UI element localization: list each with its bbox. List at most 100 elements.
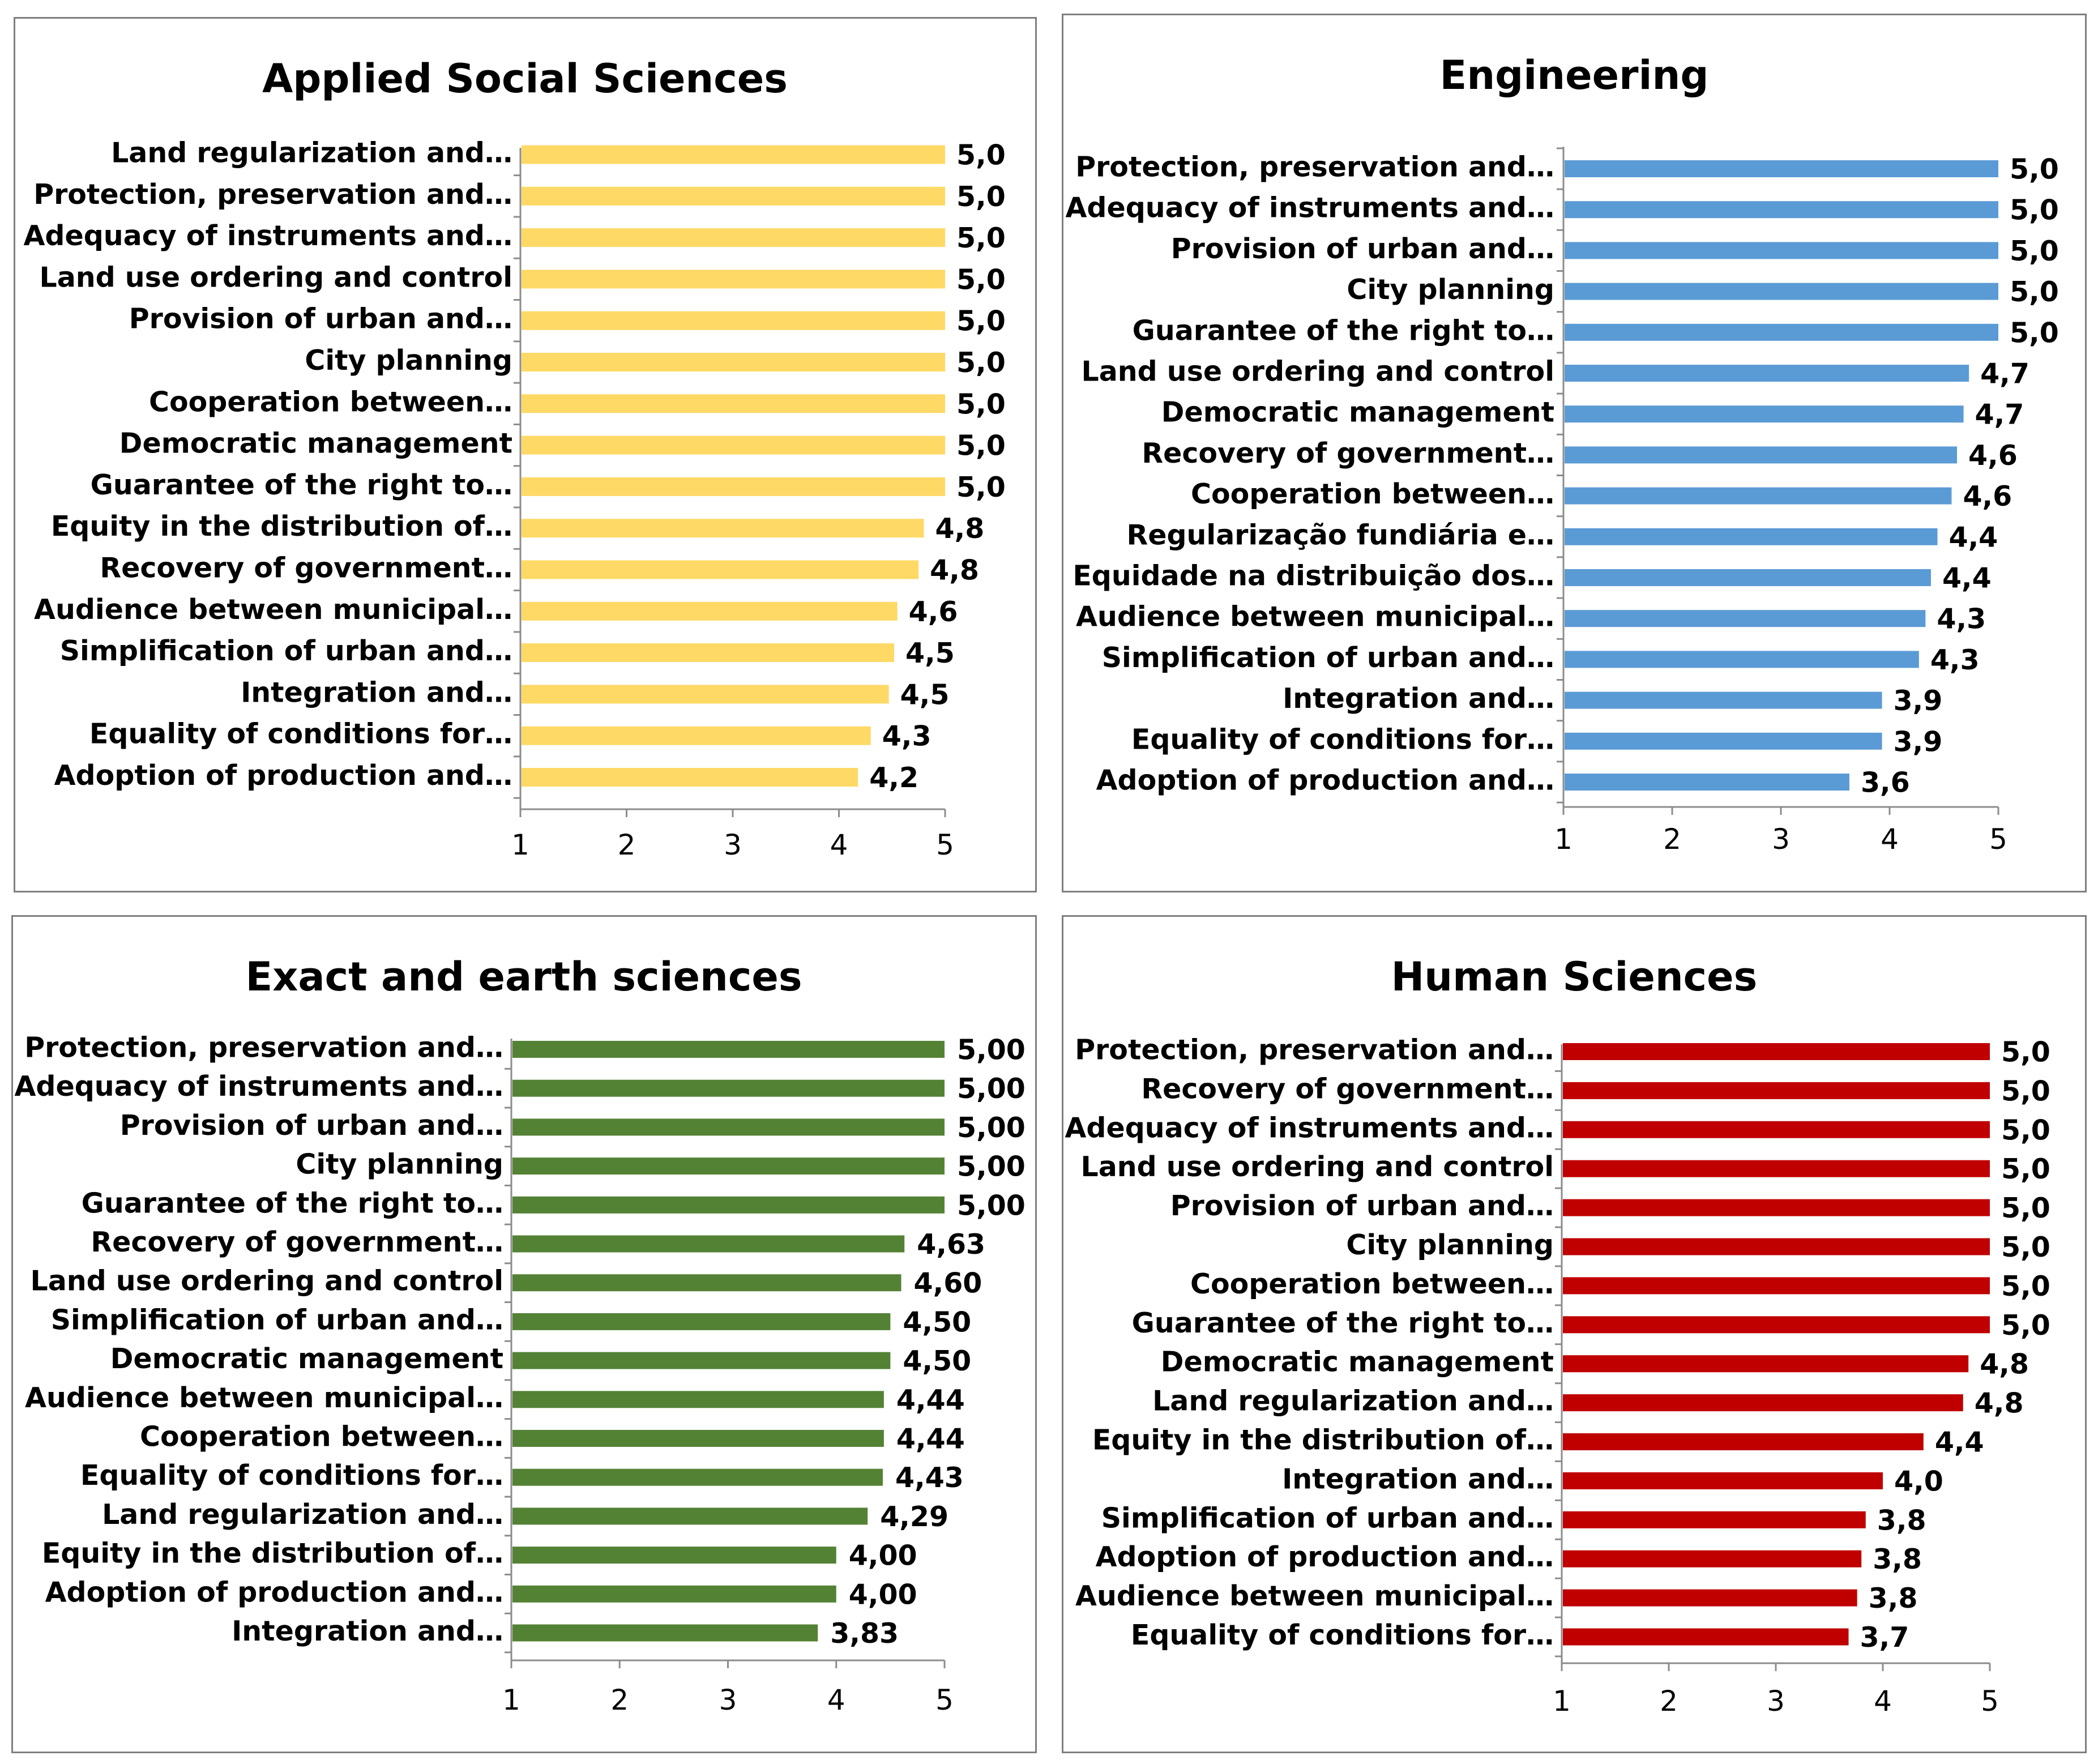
category-label: Simplification of urban and… [60,635,512,667]
value-label: 5,00 [957,1034,1026,1066]
bar [512,1118,945,1136]
category-label: Provision of urban and… [1170,1190,1554,1222]
bar [522,311,945,330]
category-label: Recovery of government… [100,552,512,584]
x-tick-label: 2 [610,1684,629,1716]
chart-title: Engineering [1440,52,1709,99]
x-tick-label: 2 [618,828,636,861]
category-label: Audience between municipal… [34,593,512,626]
bar [1563,1433,1924,1450]
value-label: 5,0 [2001,1231,2050,1263]
value-label: 4,8 [935,512,985,545]
value-label: 4,7 [1975,399,2024,431]
category-label: Land use ordering and control [40,261,513,293]
category-label: Provision of urban and… [1171,233,1554,265]
category-label: Democratic management [119,428,512,460]
bar [1565,365,1969,382]
value-label: 5,0 [2010,235,2059,267]
category-label: Guarantee of the right to… [82,1187,503,1219]
chart-panel-engineering: Engineering 1 2 3 4 5 Protection, preservation… [1062,14,2087,892]
category-label: Provision of urban and… [129,303,512,335]
bar [1563,1082,1990,1099]
bar [1563,1511,1866,1528]
bar [522,394,945,413]
bar [522,435,945,455]
x-tick-label: 2 [1663,823,1681,856]
value-label: 5,0 [2001,1309,2050,1342]
bar [1565,160,1998,177]
category-label: Equality of conditions for… [89,718,512,750]
category-label: Equity in the distribution of… [42,1537,503,1570]
category-label: Land regularization and… [102,1498,503,1531]
category-label: Integration and… [232,1615,503,1647]
category-label: Democratic management [1161,396,1554,429]
value-label: 5,0 [2001,1192,2050,1224]
category-label: Audience between municipal… [1076,601,1554,633]
bar [1565,405,1964,423]
x-tick-label: 2 [1660,1685,1678,1718]
value-label: 3,9 [1894,725,1943,758]
category-label: Integration and… [241,676,512,708]
category-label: Simplification of urban and… [1101,1502,1554,1534]
value-label: 5,00 [957,1112,1026,1144]
value-label: 3,6 [1861,767,1910,799]
bar [1563,1550,1862,1567]
x-tick-label: 1 [1553,1685,1571,1718]
value-label: 4,50 [903,1306,971,1338]
bar [1563,1238,1990,1255]
category-label: Provision of urban and… [120,1109,503,1142]
x-tick-label: 5 [936,828,954,861]
bar [522,768,858,787]
bar [512,1274,901,1292]
bar [1563,1589,1857,1607]
category-label: Recovery of government… [1141,1073,1554,1105]
bar [1565,323,1998,341]
value-label: 4,6 [1968,439,2018,472]
bar [1565,732,1882,750]
bar [522,560,919,579]
value-label: 4,00 [849,1540,917,1572]
value-label: 4,2 [869,762,918,794]
chart-panel-human-sciences: Human Sciences 1 2 3 4 5 Protection, preservat… [1062,915,2087,1753]
bar [522,270,945,289]
bar [512,1391,884,1408]
x-tick-label: 4 [1881,823,1899,856]
category-label: Cooperation between… [140,1421,503,1453]
category-label: Adoption of production and… [1096,764,1554,797]
bar [1565,283,1998,300]
category-label: Adequacy of instruments and… [1065,1112,1554,1144]
bar [1565,651,1919,668]
chart-title: Human Sciences [1391,954,1758,1000]
category-label: Protection, preservation and… [1075,151,1554,183]
bar [1565,774,1849,791]
value-label: 5,0 [2001,1036,2050,1069]
bar [1563,1394,1963,1412]
value-label: 5,0 [956,139,1006,172]
value-label: 5,0 [2001,1153,2050,1185]
category-label: Equality of conditions for… [80,1459,503,1492]
category-label: Guarantee of the right to… [91,469,512,501]
category-label: Audience between municipal… [25,1382,503,1414]
bar [522,186,945,206]
value-label: 5,00 [957,1073,1026,1105]
bar [1565,569,1931,586]
chart-engineering: Engineering 1 2 3 4 5 Protection, preservation… [1065,52,2059,856]
category-label: City planning [305,344,512,377]
x-tick-label: 4 [830,828,848,861]
bar [512,1585,836,1603]
bar [1565,528,1938,545]
x-tick-label: 1 [511,828,529,861]
category-label: Cooperation between… [149,386,512,418]
category-label: Adequacy of instruments and… [1065,192,1554,224]
value-label: 5,00 [957,1151,1026,1183]
value-label: 4,7 [1980,358,2029,390]
bar [512,1547,836,1564]
value-label: 4,29 [880,1501,948,1533]
category-label: Land use ordering and control [1081,1151,1554,1183]
bar [1563,1199,1990,1216]
bar [512,1235,905,1253]
value-label: 5,0 [2001,1270,2050,1302]
category-label: Land regularization and… [1152,1385,1554,1417]
value-label: 4,00 [849,1578,917,1611]
category-label: Equity in the distribution of… [51,510,512,543]
